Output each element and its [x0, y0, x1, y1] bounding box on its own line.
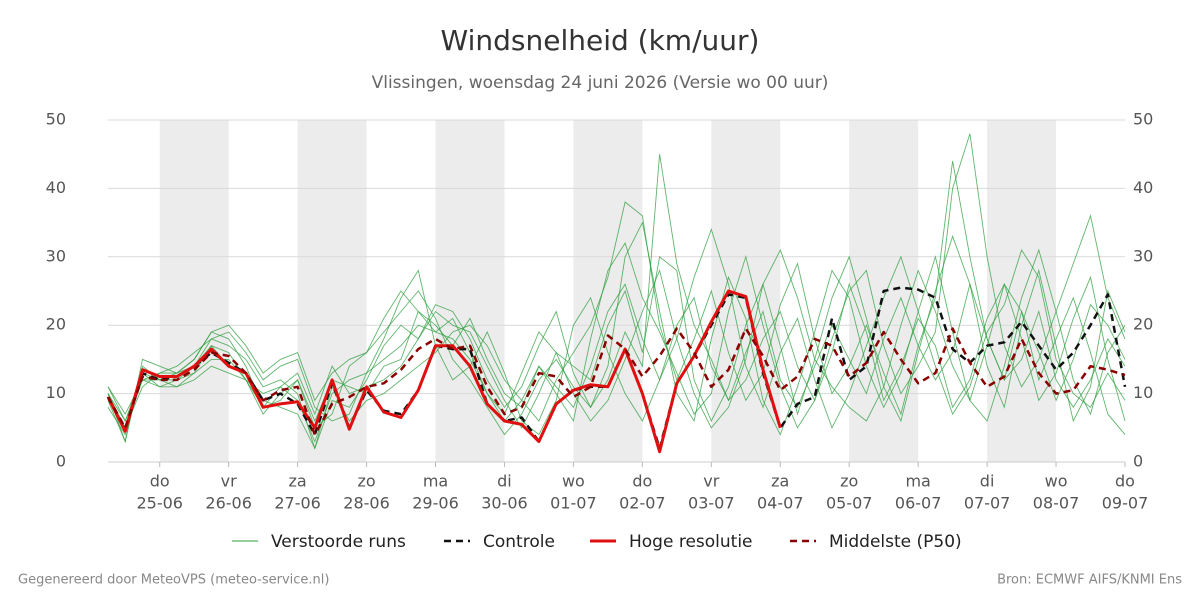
- ensemble-line: [107, 234, 1126, 450]
- y2-tick-label: 0: [1133, 452, 1143, 471]
- x-tick-label: 28-06: [343, 494, 390, 513]
- plot-lines: [106, 133, 1127, 454]
- y-tick-label: 10: [46, 383, 66, 402]
- x-tick-label: di: [497, 472, 512, 491]
- x-tick-label: do: [632, 472, 652, 491]
- chart-subtitle: Vlissingen, woensdag 24 juni 2026 (Versi…: [372, 73, 829, 93]
- legend-label: Verstoorde runs: [271, 532, 406, 552]
- ensemble-line: [107, 221, 1126, 436]
- legend: Verstoorde runs Controle Hoge resolutie Mid…: [232, 532, 962, 552]
- y2-tick-label: 50: [1133, 110, 1153, 129]
- y2-tick-label: 20: [1133, 315, 1153, 334]
- day-band: [159, 120, 229, 462]
- x-tick-label: 04-07: [757, 494, 804, 513]
- x-tick-label: za: [289, 472, 307, 491]
- credit: Gegenereerd door MeteoVPS (meteo-service…: [18, 573, 329, 588]
- x-tick-label: 26-06: [205, 494, 252, 513]
- x-tick-label: 30-06: [481, 494, 528, 513]
- x-tick-label: 01-07: [550, 494, 597, 513]
- series-line: [106, 327, 1126, 436]
- x-tick-label: 05-07: [826, 494, 873, 513]
- ensemble-line: [107, 160, 1126, 450]
- x-tick-label: 06-07: [895, 494, 942, 513]
- axes: 0 10 20 30 40 50 0 10 20 30 40 50 do 25-06 vr 26-06 za 27…: [46, 110, 1154, 513]
- y-tick-label: 30: [46, 246, 66, 265]
- x-tick-label: 08-07: [1033, 494, 1080, 513]
- x-tick-label: wo: [562, 472, 585, 491]
- legend-label: Middelste (P50): [829, 532, 962, 552]
- source: Bron: ECMWF AIFS/KNMI Ens: [997, 573, 1182, 588]
- x-tick-label: wo: [1045, 472, 1068, 491]
- y2-tick-label: 30: [1133, 246, 1153, 265]
- ensemble-line: [107, 242, 1126, 436]
- x-tick-label: zo: [840, 472, 858, 491]
- x-tick-label: 29-06: [412, 494, 459, 513]
- x-tick-label: za: [771, 472, 789, 491]
- day-band: [573, 120, 643, 462]
- y-tick-label: 20: [46, 315, 66, 334]
- y2-tick-label: 10: [1133, 383, 1153, 402]
- ensemble-line: [107, 227, 1126, 436]
- legend-label: Controle: [483, 532, 555, 552]
- x-tick-label: 02-07: [619, 494, 666, 513]
- y-tick-label: 0: [56, 452, 66, 471]
- x-tick-label: 27-06: [274, 494, 321, 513]
- x-tick-label: 03-07: [688, 494, 735, 513]
- x-tick-label: 09-07: [1102, 494, 1149, 513]
- chart-title: Windsnelheid (km/uur): [441, 24, 760, 57]
- day-band: [987, 120, 1057, 462]
- ensemble-line: [107, 248, 1126, 435]
- day-band: [711, 120, 781, 462]
- y-tick-label: 50: [46, 110, 66, 129]
- ensemble-line: [107, 282, 1126, 444]
- x-tick-label: vr: [703, 472, 719, 491]
- series-line: [106, 289, 782, 454]
- x-tick-label: ma: [905, 472, 930, 491]
- x-tick-label: 07-07: [964, 494, 1011, 513]
- x-tick-label: vr: [221, 472, 237, 491]
- y2-tick-label: 40: [1133, 178, 1153, 197]
- ensemble-line: [107, 133, 1126, 423]
- x-tick-label: do: [150, 472, 170, 491]
- x-tick-label: di: [980, 472, 995, 491]
- x-tick-label: ma: [423, 472, 448, 491]
- legend-label: Hoge resolutie: [629, 532, 753, 552]
- y-tick-label: 40: [46, 178, 66, 197]
- x-tick-label: 25-06: [136, 494, 183, 513]
- x-tick-label: zo: [357, 472, 375, 491]
- day-band: [435, 120, 505, 462]
- x-tick-label: do: [1115, 472, 1135, 491]
